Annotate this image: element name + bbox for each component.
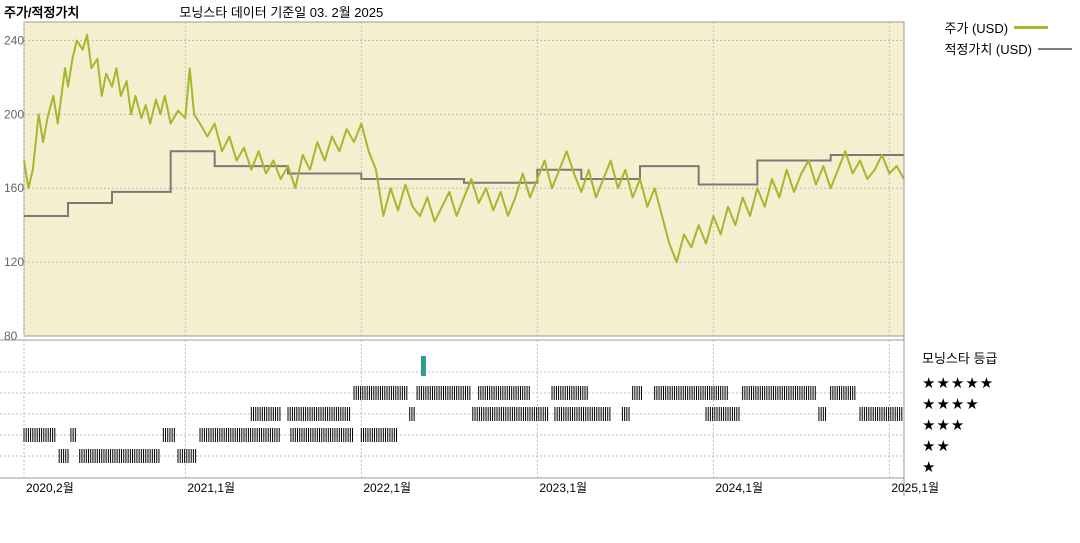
legend-price-label: 주가 (USD) (944, 18, 1008, 37)
legend-item-price: 주가 (USD) (944, 18, 1072, 37)
svg-text:240: 240 (4, 33, 24, 47)
chart-area: 80 120 160 200 240 2020,2월 2021,1월 2022,1월 2023,… (0, 18, 1080, 538)
rating-legend-title: 모닝스타 등급 (922, 348, 1072, 367)
svg-text:200: 200 (4, 107, 24, 121)
legend-fair-label: 적정가치 (USD) (944, 39, 1032, 58)
svg-text:2024,1월: 2024,1월 (715, 481, 763, 495)
rating-star-row: ★ (922, 457, 1072, 478)
svg-text:2022,1월: 2022,1월 (363, 481, 411, 495)
svg-text:2023,1월: 2023,1월 (539, 481, 587, 495)
svg-text:120: 120 (4, 255, 24, 269)
svg-text:2025,1월: 2025,1월 (891, 481, 939, 495)
legend-top: 주가 (USD) 적정가치 (USD) (944, 18, 1072, 60)
legend-price-swatch (1014, 26, 1048, 29)
rating-legend: 모닝스타 등급 ★★★★★★★★★★★★★★★ (922, 348, 1072, 478)
legend-item-fair: 적정가치 (USD) (944, 39, 1072, 58)
svg-text:160: 160 (4, 181, 24, 195)
svg-text:2021,1월: 2021,1월 (187, 481, 235, 495)
rating-star-row: ★★ (922, 436, 1072, 457)
legend-fair-swatch (1038, 48, 1072, 50)
rating-star-row: ★★★★★ (922, 373, 1072, 394)
rating-star-row: ★★★ (922, 415, 1072, 436)
svg-text:2020,2월: 2020,2월 (26, 481, 74, 495)
rating-star-row: ★★★★ (922, 394, 1072, 415)
chart-svg: 80 120 160 200 240 2020,2월 2021,1월 2022,1월 2023,… (0, 18, 1080, 538)
svg-text:80: 80 (4, 329, 18, 343)
